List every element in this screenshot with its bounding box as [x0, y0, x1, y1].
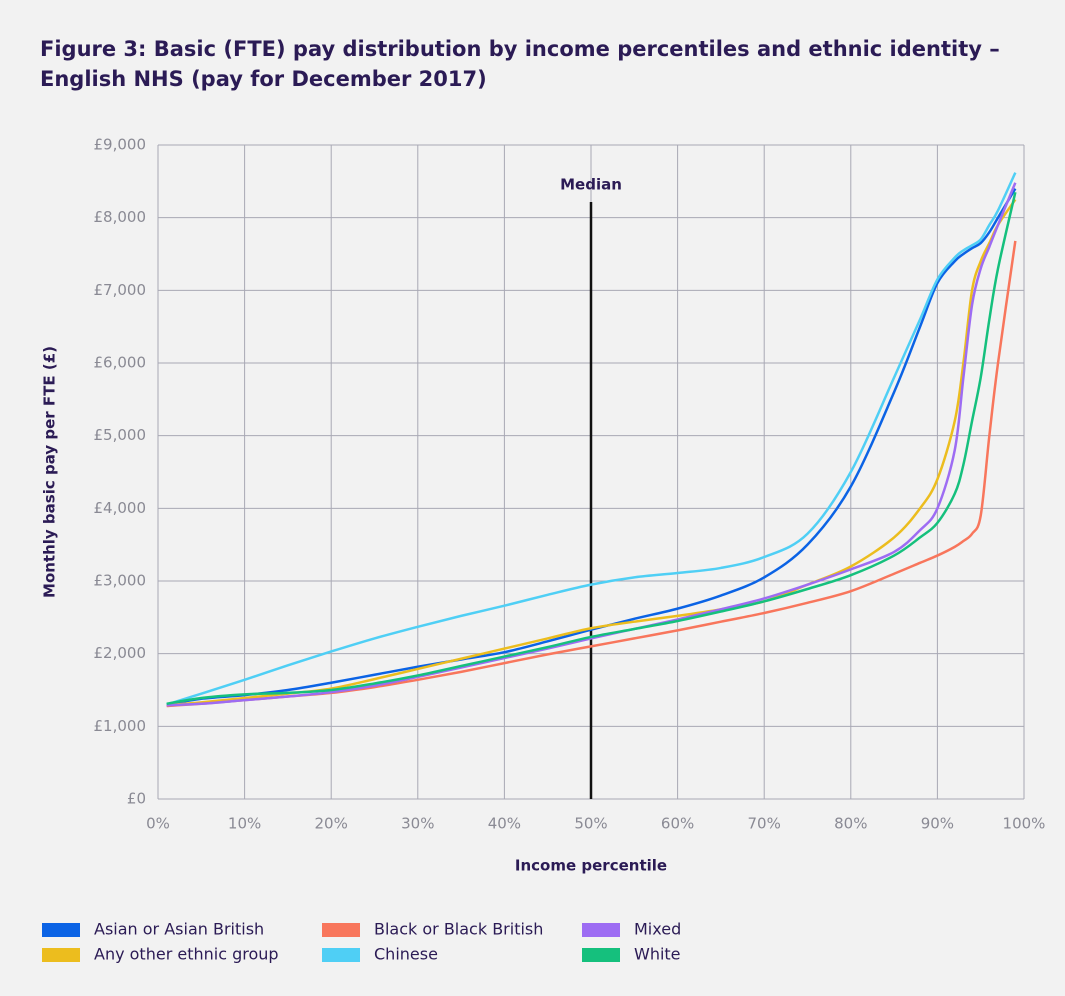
x-tick-label: 10%: [228, 815, 261, 833]
x-tick-label: 60%: [661, 815, 694, 833]
legend-label: Asian or Asian British: [94, 920, 264, 939]
legend-swatch: [42, 923, 80, 937]
y-tick-label: £5,000: [94, 426, 147, 444]
y-tick-label: £7,000: [94, 281, 147, 299]
y-axis-label: Monthly basic pay per FTE (£): [41, 346, 59, 598]
y-tick-label: £1,000: [94, 717, 147, 735]
x-tick-label: 50%: [574, 815, 607, 833]
legend-swatch: [322, 948, 360, 962]
x-tick-label: 20%: [315, 815, 348, 833]
legend-label: Black or Black British: [374, 920, 543, 939]
legend-swatch: [582, 923, 620, 937]
x-axis-label: Income percentile: [515, 857, 667, 875]
chart-title: Figure 3: Basic (FTE) pay distribution b…: [40, 37, 1000, 91]
legend-label: White: [634, 945, 681, 964]
y-tick-label: £9,000: [94, 136, 147, 154]
y-tick-label: £2,000: [94, 644, 147, 662]
x-tick-label: 0%: [146, 815, 170, 833]
legend-swatch: [582, 948, 620, 962]
y-tick-label: £6,000: [94, 354, 147, 372]
x-tick-label: 100%: [1003, 815, 1046, 833]
x-tick-label: 70%: [748, 815, 781, 833]
x-tick-label: 80%: [834, 815, 867, 833]
legend-swatch: [322, 923, 360, 937]
x-tick-label: 90%: [921, 815, 954, 833]
x-tick-label: 30%: [401, 815, 434, 833]
annotation: Median: [560, 176, 622, 194]
y-tick-label: £8,000: [94, 208, 147, 226]
legend-label: Mixed: [634, 920, 681, 939]
series-line: [166, 172, 1017, 706]
y-tick-label: £3,000: [94, 572, 147, 590]
series-line: [166, 187, 1017, 706]
series-line: [166, 191, 1017, 706]
y-tick-label: £4,000: [94, 499, 147, 517]
legend-label: Chinese: [374, 945, 438, 964]
legend-label: Any other ethnic group: [94, 945, 279, 964]
legend-swatch: [42, 948, 80, 962]
series-line: [166, 182, 1017, 707]
y-tick-label: £0: [127, 790, 146, 808]
x-tick-label: 40%: [488, 815, 521, 833]
